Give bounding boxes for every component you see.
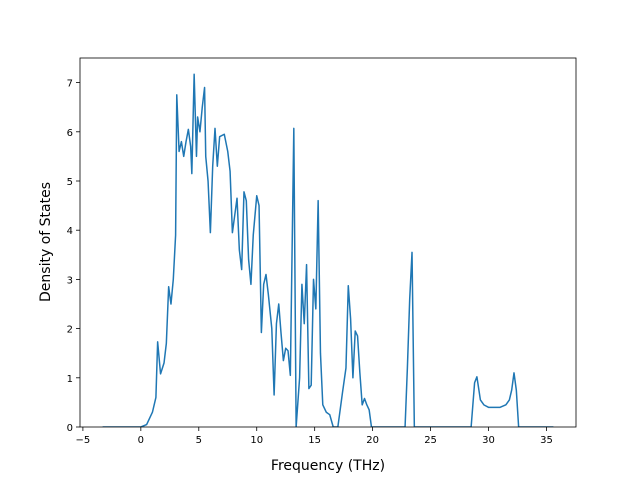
y-tick-label: 0 xyxy=(67,423,73,434)
y-axis-label: Density of States xyxy=(38,182,54,302)
x-tick-label: 15 xyxy=(308,435,321,446)
y-tick-label: 7 xyxy=(67,79,73,90)
x-tick-label: 5 xyxy=(196,435,202,446)
y-tick-label: 6 xyxy=(67,128,73,139)
x-tick-label: 10 xyxy=(250,435,263,446)
y-tick-label: 1 xyxy=(67,374,73,385)
x-axis-label: Frequency (THz) xyxy=(271,458,385,474)
y-tick-label: 4 xyxy=(67,226,73,237)
data-line xyxy=(102,73,554,427)
plot-frame xyxy=(79,57,577,428)
y-tick-label: 3 xyxy=(67,275,73,286)
x-tick-label: 0 xyxy=(138,435,144,446)
x-tick-label: 25 xyxy=(424,435,437,446)
x-tick-label: −5 xyxy=(76,435,91,446)
y-tick-label: 2 xyxy=(67,325,73,336)
x-tick-label: 20 xyxy=(366,435,379,446)
x-tick-label: 30 xyxy=(482,435,495,446)
y-tick-label: 5 xyxy=(67,177,73,188)
x-tick-label: 35 xyxy=(540,435,553,446)
